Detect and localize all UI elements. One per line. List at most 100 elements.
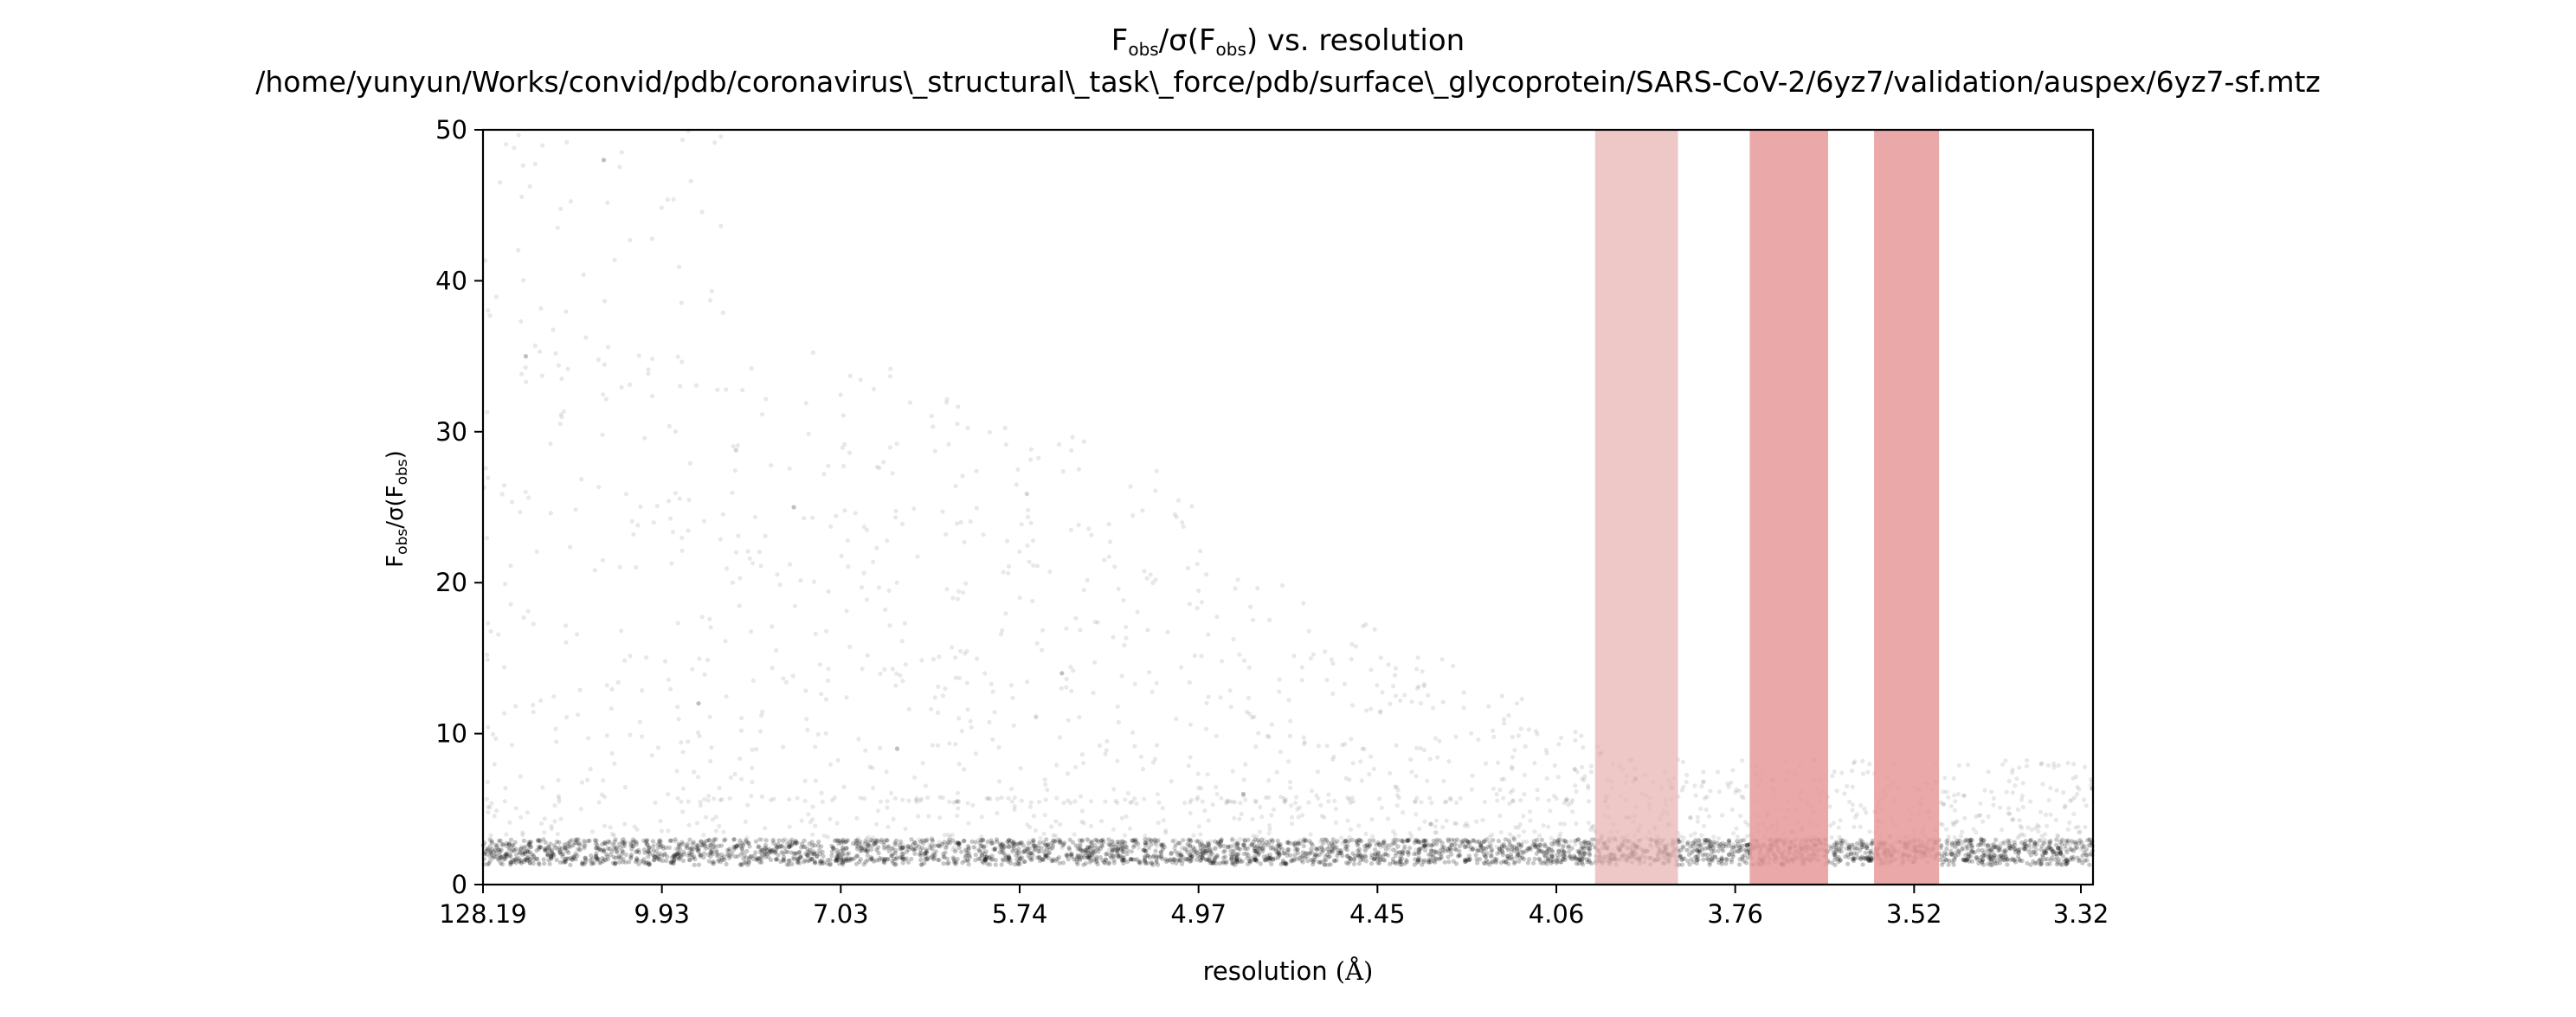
scatter-point: [521, 838, 527, 844]
scatter-point: [847, 450, 853, 455]
scatter-point: [799, 818, 804, 823]
scatter-point: [1027, 804, 1033, 809]
scatter-point: [634, 849, 639, 854]
scatter-point: [1204, 700, 1209, 705]
scatter-point: [1860, 771, 1866, 776]
scatter-point: [770, 666, 775, 671]
scatter-point: [2065, 761, 2070, 766]
scatter-point: [1200, 851, 1205, 856]
scatter-point: [919, 862, 924, 867]
scatter-point: [876, 851, 881, 856]
scatter-point: [1154, 858, 1159, 864]
scatter-point: [2042, 857, 2047, 862]
scatter-point: [686, 497, 692, 503]
scatter-point: [1862, 842, 1867, 847]
scatter-point: [628, 844, 634, 849]
scatter-point: [563, 623, 569, 628]
scatter-point: [2008, 858, 2013, 863]
scatter-point: [563, 846, 568, 851]
scatter-point: [1373, 847, 1378, 853]
scatter-point: [1110, 839, 1115, 844]
scatter-point: [576, 842, 583, 847]
scatter-point: [1446, 848, 1452, 853]
scatter-point: [771, 837, 776, 842]
scatter-point: [1988, 853, 1993, 858]
scatter-point: [2058, 851, 2063, 856]
scatter-point: [1832, 845, 1837, 850]
scatter-point: [1730, 768, 1736, 773]
scatter-point: [731, 847, 737, 853]
scatter-point: [1375, 850, 1381, 855]
scatter-point: [508, 563, 513, 569]
scatter-point: [1999, 853, 2004, 859]
scatter-point: [1306, 628, 1311, 634]
scatter-point: [763, 396, 769, 402]
scatter-point: [976, 856, 981, 861]
scatter-point: [1866, 858, 1871, 864]
scatter-point: [1044, 847, 1050, 853]
scatter-point: [1340, 840, 1345, 846]
scatter-point: [1107, 860, 1112, 866]
scatter-point: [1418, 745, 1423, 751]
scatter-point: [965, 801, 970, 806]
scatter-point: [1558, 821, 1563, 827]
scatter-point: [698, 799, 703, 804]
scatter-point: [1269, 837, 1275, 843]
scatter-point: [2006, 846, 2012, 851]
scatter-point: [740, 840, 745, 846]
scatter-point: [1996, 848, 2001, 853]
scatter-point: [593, 853, 598, 859]
scatter-point: [1386, 845, 1391, 850]
scatter-point: [1188, 859, 1194, 864]
scatter-point: [529, 852, 534, 857]
scatter-point: [1143, 849, 1149, 854]
scatter-point: [1988, 857, 1994, 863]
scatter-point: [616, 859, 622, 865]
scatter-point: [1237, 857, 1242, 862]
scatter-point: [573, 857, 578, 862]
scatter-point: [2005, 847, 2011, 853]
scatter-point: [1726, 838, 1731, 843]
scatter-point: [733, 447, 739, 453]
scatter-point: [1393, 693, 1399, 698]
scatter-point: [1988, 846, 1994, 853]
scatter-point: [713, 814, 718, 820]
scatter-point: [686, 528, 691, 533]
scatter-point: [775, 845, 780, 850]
scatter-point: [1103, 799, 1108, 804]
scatter-point: [980, 837, 985, 842]
scatter-point: [1014, 841, 1019, 847]
scatter-point: [886, 844, 892, 849]
scatter-point: [954, 847, 959, 853]
scatter-point: [556, 846, 561, 852]
scatter-point: [1330, 661, 1336, 666]
scatter-point: [1334, 858, 1339, 863]
scatter-point: [632, 839, 638, 844]
scatter-point: [1715, 769, 1721, 775]
scatter-point: [1958, 834, 1963, 839]
scatter-point: [870, 839, 875, 844]
scatter-point: [575, 853, 580, 859]
scatter-point: [1380, 690, 1385, 695]
scatter-point: [894, 671, 899, 676]
scatter-point: [1229, 837, 1235, 843]
scatter-point: [865, 846, 871, 851]
scatter-point: [1143, 842, 1148, 848]
scatter-point: [1523, 743, 1528, 750]
scatter-point: [1478, 844, 1484, 850]
scatter-point: [987, 719, 992, 725]
scatter-point: [1510, 843, 1515, 848]
scatter-point: [861, 796, 867, 801]
scatter-point: [956, 840, 961, 846]
scatter-point: [1452, 821, 1458, 826]
scatter-point: [2047, 840, 2052, 846]
scatter-point: [1175, 857, 1181, 862]
scatter-point: [1248, 604, 1253, 609]
scatter-point: [902, 857, 907, 862]
scatter-point: [661, 853, 667, 858]
scatter-point: [999, 795, 1004, 801]
scatter-point: [1396, 859, 1401, 865]
scatter-point: [2073, 846, 2078, 851]
scatter-point: [834, 513, 839, 518]
scatter-point: [1158, 850, 1163, 855]
